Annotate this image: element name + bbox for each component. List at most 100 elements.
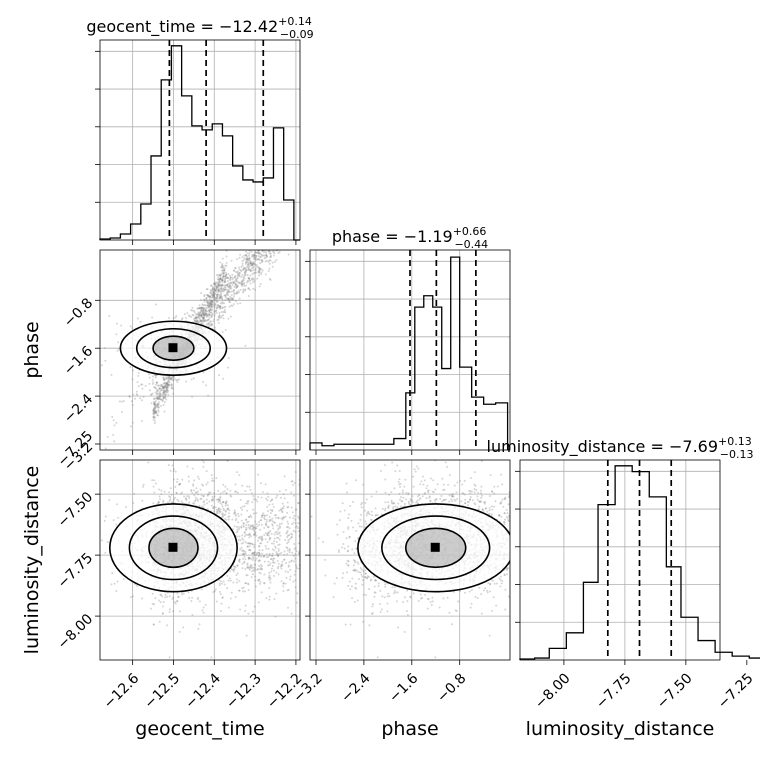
sample-point bbox=[178, 630, 181, 633]
sample-point bbox=[277, 243, 279, 245]
sample-point bbox=[222, 267, 225, 270]
sample-point bbox=[214, 299, 217, 302]
sample-point bbox=[288, 245, 290, 247]
sample-point bbox=[208, 309, 211, 312]
sample-point bbox=[268, 598, 271, 601]
sample-point bbox=[170, 386, 173, 389]
sample-point bbox=[271, 243, 273, 245]
sample-point bbox=[212, 283, 215, 286]
sample-point bbox=[159, 385, 162, 388]
sample-point bbox=[274, 521, 277, 524]
sample-point bbox=[164, 394, 167, 397]
sample-point bbox=[188, 597, 191, 600]
sample-point bbox=[157, 397, 160, 400]
sample-point bbox=[284, 582, 287, 585]
sample-point bbox=[203, 316, 206, 319]
sample-point bbox=[354, 161, 356, 163]
sample-point bbox=[308, 192, 310, 194]
sample-point bbox=[336, 549, 338, 551]
sample-point bbox=[231, 518, 234, 521]
sample-point bbox=[196, 319, 199, 322]
sample-point bbox=[238, 528, 241, 531]
sample-point bbox=[223, 278, 226, 281]
sample-point bbox=[364, 120, 366, 122]
sample-point bbox=[151, 378, 154, 381]
sample-point bbox=[318, 562, 320, 564]
sample-point bbox=[220, 266, 223, 269]
sample-point bbox=[266, 510, 269, 513]
sample-point bbox=[297, 530, 300, 533]
sample-point bbox=[225, 250, 228, 252]
sample-point bbox=[278, 543, 281, 546]
sample-point bbox=[211, 288, 214, 291]
sample-point bbox=[265, 523, 268, 526]
sample-point bbox=[211, 290, 214, 293]
sample-point bbox=[272, 561, 275, 564]
sample-point bbox=[284, 539, 287, 542]
sample-point bbox=[155, 397, 158, 400]
sample-point bbox=[236, 491, 239, 494]
sample-point bbox=[288, 578, 291, 581]
sample-point bbox=[239, 302, 242, 305]
sample-point bbox=[225, 297, 228, 300]
sample-point bbox=[289, 218, 291, 220]
sample-point bbox=[332, 526, 334, 528]
sample-point bbox=[288, 237, 290, 239]
sample-point bbox=[258, 252, 261, 255]
sample-point bbox=[211, 305, 214, 308]
sample-point bbox=[340, 563, 342, 565]
sample-point bbox=[272, 527, 275, 530]
sample-point bbox=[285, 532, 288, 535]
sample-point bbox=[216, 297, 219, 300]
sample-point bbox=[260, 254, 263, 257]
sample-point bbox=[259, 252, 262, 255]
sample-point bbox=[215, 284, 218, 287]
sample-point bbox=[239, 608, 242, 611]
sample-point bbox=[204, 603, 207, 606]
sample-point bbox=[332, 171, 334, 173]
sample-point bbox=[242, 522, 245, 525]
sample-point bbox=[165, 388, 168, 391]
sample-point bbox=[302, 563, 304, 565]
sample-point bbox=[190, 600, 193, 603]
sample-point bbox=[241, 534, 244, 537]
sample-point bbox=[321, 174, 323, 176]
sample-point bbox=[287, 203, 289, 205]
sample-point bbox=[162, 386, 165, 389]
sample-point bbox=[218, 312, 221, 315]
sample-point bbox=[236, 277, 239, 280]
sample-point bbox=[254, 559, 257, 562]
sample-point bbox=[282, 242, 284, 244]
sample-point bbox=[280, 230, 282, 232]
sample-point bbox=[248, 536, 251, 539]
sample-point bbox=[193, 310, 196, 313]
sample-point bbox=[213, 314, 216, 317]
sample-point bbox=[216, 293, 219, 296]
density-panel-geocent-time-vs-luminosity-distance bbox=[95, 459, 342, 665]
sample-point bbox=[339, 555, 341, 557]
sample-point bbox=[289, 568, 292, 571]
sample-point bbox=[254, 579, 257, 582]
sample-point bbox=[222, 317, 225, 320]
sample-point bbox=[252, 257, 255, 260]
sample-point bbox=[230, 297, 233, 300]
sample-point bbox=[259, 244, 261, 246]
sample-point bbox=[236, 271, 239, 274]
sample-point bbox=[187, 314, 190, 317]
sample-point bbox=[181, 317, 184, 320]
sample-point bbox=[310, 188, 312, 190]
sample-point bbox=[228, 274, 231, 277]
sample-point bbox=[253, 254, 256, 257]
sample-point bbox=[224, 513, 227, 516]
sample-point bbox=[233, 269, 236, 272]
sample-point bbox=[268, 515, 271, 518]
sample-point bbox=[213, 590, 216, 593]
sample-point bbox=[221, 298, 224, 301]
sample-point bbox=[240, 265, 243, 268]
sample-point bbox=[252, 557, 255, 560]
sample-point bbox=[247, 244, 249, 246]
sample-point bbox=[201, 310, 204, 313]
sample-point bbox=[159, 601, 162, 604]
sample-point bbox=[255, 554, 258, 557]
sample-point bbox=[341, 170, 343, 172]
